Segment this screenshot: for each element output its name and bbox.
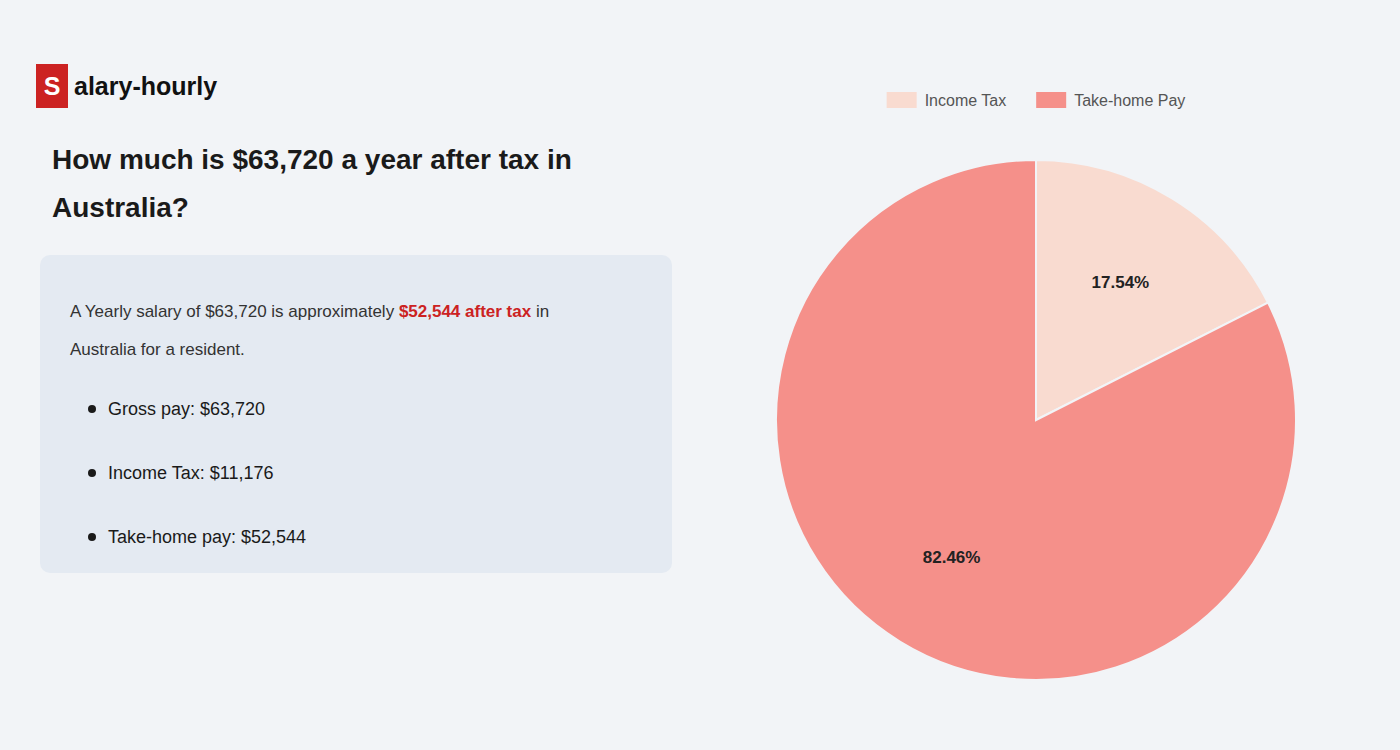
data-label: 82.46% <box>923 548 981 567</box>
bullet-text: Take-home pay: $52,544 <box>108 527 306 547</box>
pie <box>776 160 1296 680</box>
bullet-dot <box>88 533 96 541</box>
legend-swatch <box>887 92 917 108</box>
legend: Income Tax Take-home Pay <box>887 92 1186 109</box>
logo-letter: S <box>44 72 61 100</box>
chart-root: Salary-hourly How much is $63,720 a year … <box>0 0 1400 750</box>
logo-text: alary-hourly <box>74 72 217 100</box>
legend-item: Take-home Pay <box>1036 92 1185 109</box>
data-label: 17.54% <box>1092 273 1150 292</box>
bullet-dot <box>88 469 96 477</box>
bullet-text: Gross pay: $63,720 <box>108 399 265 419</box>
bullet-dot <box>88 405 96 413</box>
legend-label: Income Tax <box>925 92 1007 109</box>
info-highlight: $52,544 after tax <box>399 302 532 321</box>
data-labels: 17.54% 82.46% <box>923 273 1149 567</box>
background <box>0 0 1400 750</box>
info-box <box>40 255 672 573</box>
info-text: A Yearly salary of $63,720 is approximat… <box>70 302 399 321</box>
info-text: Australia for a resident. <box>70 340 245 359</box>
legend-item: Income Tax <box>887 92 1007 109</box>
pie-slice <box>776 160 1296 680</box>
legend-swatch <box>1036 92 1066 108</box>
info-line: A Yearly salary of $63,720 is approximat… <box>70 302 549 321</box>
logo-box <box>36 64 68 108</box>
legend-label: Take-home Pay <box>1074 92 1185 109</box>
bullet-text: Income Tax: $11,176 <box>108 463 273 483</box>
info-text: in <box>531 302 549 321</box>
title: How much is $63,720 a year after tax inA… <box>52 144 572 223</box>
